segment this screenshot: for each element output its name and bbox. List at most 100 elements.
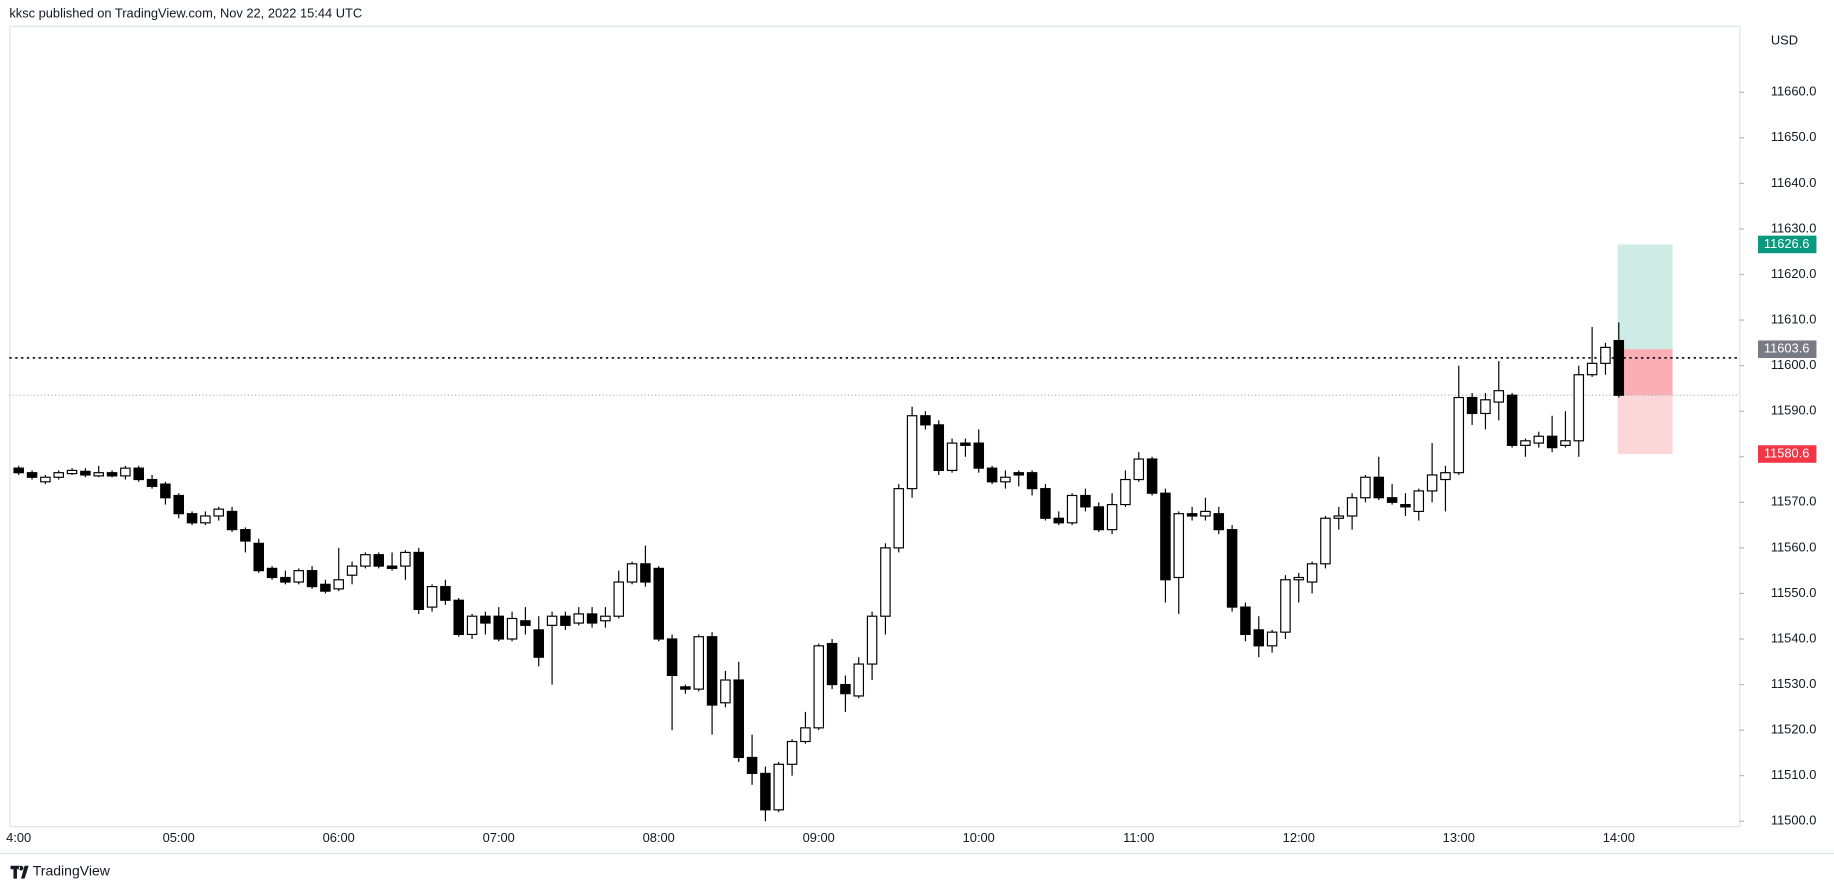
x-tick-label: 10:00 bbox=[963, 830, 995, 845]
candle-body bbox=[1133, 458, 1145, 481]
candle-body bbox=[1453, 396, 1465, 474]
candle-body bbox=[240, 529, 251, 542]
candle-body bbox=[66, 469, 78, 475]
candle-body bbox=[920, 415, 931, 426]
candle-body bbox=[1586, 362, 1598, 376]
x-tick-label: 05:00 bbox=[163, 830, 195, 845]
stop-zone bbox=[1617, 349, 1673, 455]
candle-body bbox=[1493, 390, 1505, 403]
candle-body bbox=[1000, 476, 1011, 483]
y-tick-label: 11530.0 bbox=[1771, 676, 1817, 691]
x-tick-label: 12:00 bbox=[1283, 830, 1315, 845]
candle-body bbox=[1173, 513, 1185, 579]
price-label-box bbox=[1757, 340, 1817, 358]
x-tick-label: 09:00 bbox=[803, 830, 835, 845]
candle-body bbox=[320, 583, 331, 592]
candle-body bbox=[1400, 504, 1411, 508]
candle-body bbox=[1040, 488, 1051, 519]
candle-body bbox=[480, 615, 491, 624]
candle-body bbox=[120, 467, 131, 477]
y-tick-label: 11590.0 bbox=[1771, 403, 1817, 418]
candle-body bbox=[373, 554, 384, 567]
candle-body bbox=[533, 629, 545, 658]
y-tick-label: 11560.0 bbox=[1771, 539, 1817, 554]
price-label: 11580.6 bbox=[1764, 445, 1810, 460]
y-tick-label: 11610.0 bbox=[1771, 311, 1817, 326]
x-tick-label: 06:00 bbox=[323, 830, 355, 845]
candle-body bbox=[893, 488, 905, 549]
candle-body bbox=[746, 756, 758, 774]
candle-body bbox=[1013, 472, 1025, 476]
candle-body bbox=[880, 547, 891, 617]
candle-body bbox=[146, 478, 158, 487]
candle-body bbox=[706, 636, 718, 706]
candle-body bbox=[493, 615, 504, 640]
candle-body bbox=[80, 470, 91, 476]
candle-body bbox=[346, 565, 358, 576]
logo-mark bbox=[10, 865, 29, 879]
candle-body bbox=[1426, 474, 1438, 492]
candle-body bbox=[1533, 435, 1545, 444]
candle-body bbox=[306, 570, 318, 588]
candle-body bbox=[1053, 517, 1065, 524]
candle-body bbox=[786, 740, 798, 765]
y-tick-label: 11650.0 bbox=[1771, 129, 1817, 144]
price-label-box bbox=[1757, 445, 1817, 463]
candle-body bbox=[1146, 458, 1158, 494]
candle-body bbox=[213, 508, 224, 517]
candle-body bbox=[1200, 510, 1211, 517]
candle-body bbox=[626, 563, 638, 583]
tv-logo bbox=[10, 865, 29, 879]
x-tick-label: 14:00 bbox=[1603, 830, 1635, 845]
candle-body bbox=[1360, 476, 1371, 499]
candle-body bbox=[453, 599, 464, 636]
candle-body bbox=[1160, 492, 1171, 581]
candle-body bbox=[1466, 396, 1478, 415]
y-tick-label: 11620.0 bbox=[1771, 266, 1817, 281]
candle-body bbox=[946, 442, 958, 472]
candle-body bbox=[1106, 504, 1118, 531]
candle-body bbox=[573, 613, 585, 624]
currency: USD bbox=[1771, 32, 1798, 47]
candle-body bbox=[1213, 513, 1225, 531]
candle-body bbox=[640, 563, 651, 583]
candle-body bbox=[1320, 517, 1331, 565]
candle-body bbox=[173, 494, 184, 515]
candle-body bbox=[1506, 394, 1518, 446]
candle-body bbox=[1186, 513, 1198, 517]
header: kksc published on TradingView.com, Nov 2… bbox=[9, 5, 362, 20]
x-tick-label: 07:00 bbox=[483, 830, 515, 845]
candle-body bbox=[1253, 629, 1265, 647]
candle-body bbox=[853, 663, 865, 697]
candle-body bbox=[426, 586, 438, 608]
x-tick-label: 11:00 bbox=[1123, 830, 1154, 845]
candle-body bbox=[1346, 497, 1358, 517]
candle-body bbox=[1093, 506, 1105, 531]
candle-body bbox=[1386, 497, 1398, 503]
candle-body bbox=[40, 476, 51, 483]
candle-body bbox=[1546, 435, 1558, 449]
candle-body bbox=[53, 472, 64, 478]
target-zone bbox=[1617, 244, 1673, 350]
candle-body bbox=[826, 642, 838, 686]
candle-body bbox=[1413, 490, 1425, 513]
candle-body bbox=[106, 472, 118, 477]
candle-body bbox=[266, 567, 278, 579]
candle-body bbox=[666, 638, 678, 677]
candle-body bbox=[400, 551, 411, 567]
candle-body bbox=[1480, 399, 1491, 415]
price-label: 11626.6 bbox=[1764, 236, 1810, 251]
y-tick-label: 11540.0 bbox=[1771, 630, 1817, 645]
candle-body bbox=[506, 617, 518, 640]
candle-body bbox=[520, 620, 531, 626]
candle-body bbox=[1066, 494, 1078, 524]
candle-body bbox=[866, 615, 878, 665]
candle-body bbox=[586, 613, 598, 624]
y-tick-label: 11510.0 bbox=[1771, 767, 1817, 782]
candle-body bbox=[13, 467, 24, 474]
candle-body bbox=[973, 442, 985, 469]
candle-body bbox=[1333, 515, 1345, 519]
candle-body bbox=[293, 570, 304, 583]
candle-body bbox=[280, 576, 291, 583]
candle-body bbox=[693, 636, 705, 690]
